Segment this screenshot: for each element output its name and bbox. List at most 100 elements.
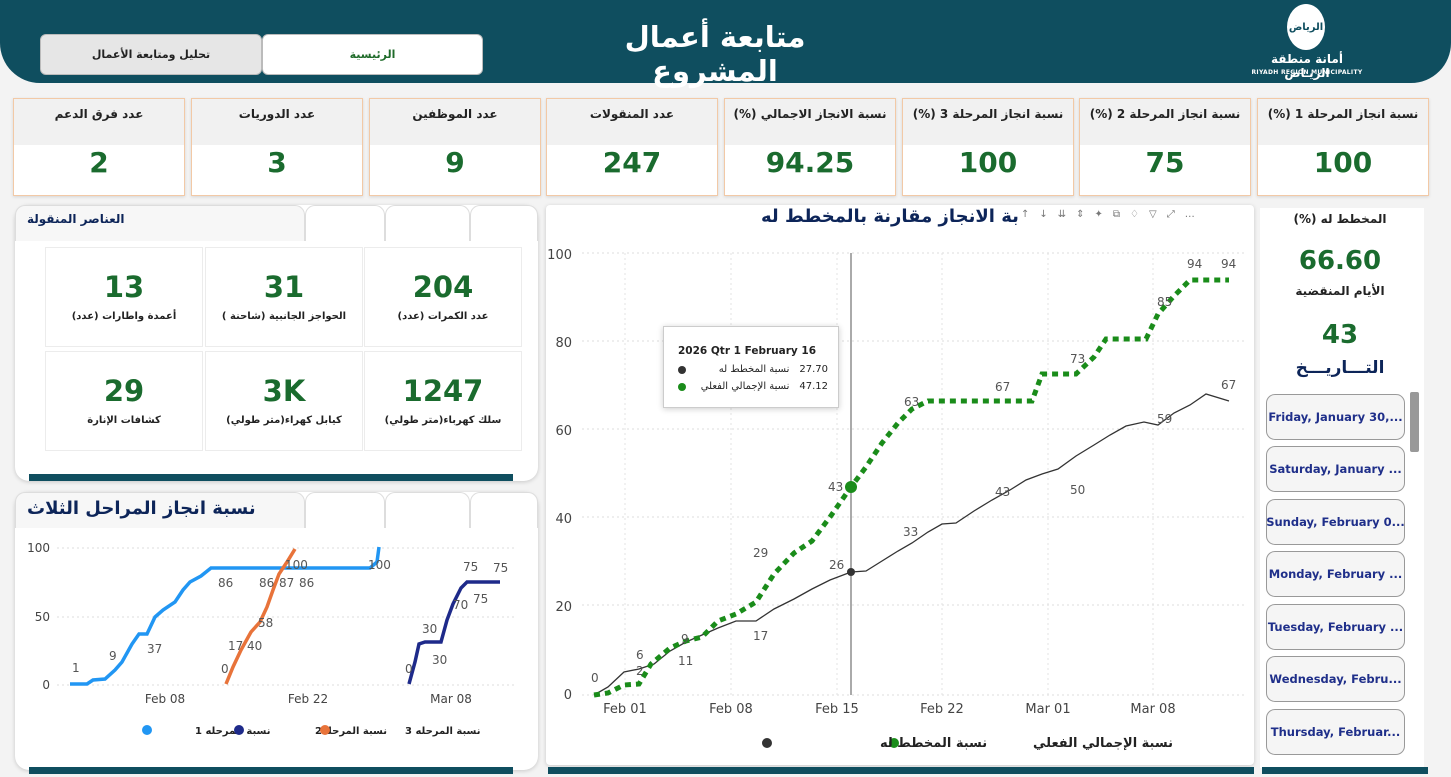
- phase-label: 86: [259, 576, 274, 590]
- phase-label: 86: [218, 576, 233, 590]
- legend-phase2: نسبة المرحله2: [315, 726, 387, 737]
- kpi-value: 3: [267, 146, 287, 179]
- municipality-logo: الرياض أمانة منطقة الريـاض RIYADH REGION…: [1248, 2, 1366, 80]
- visual-toolbar-icons[interactable]: ↑↓⇊⇕✦⧉♢▽⤢…: [1021, 209, 1205, 220]
- item-cell-poles: 13 أعمدة واطارات (عدد): [45, 247, 203, 347]
- tab-blank-3[interactable]: [470, 492, 538, 528]
- item-cell-beams: 204 عدد الكمرات (عدد): [364, 247, 522, 347]
- actual-label: 94: [1187, 257, 1202, 271]
- tab-blank-1[interactable]: [305, 205, 385, 241]
- chart-tooltip: 2026 Qtr 1 February 16 نسبة المخطط له 27…: [663, 326, 839, 408]
- elapsed-days-label: الأيام المنقضية: [1295, 284, 1385, 298]
- kpi-label: عدد الموظفين: [370, 99, 540, 145]
- phases-chart: 100 50 0 Feb 08 Feb 22 Mar 08 1 9 37 86 …: [27, 541, 515, 737]
- item-label: أعمدة واطارات (عدد): [71, 311, 177, 322]
- item-cell-barriers: 31 الحواجز الجانبية (شاحنة ): [205, 247, 363, 347]
- date-slicer-scrollbar[interactable]: [1410, 392, 1419, 452]
- x-tick: Feb 08: [145, 692, 185, 706]
- main-chart: 100 80 60 40 20 0 Feb 01 Feb 08 Feb 15 F…: [547, 248, 1246, 751]
- kpi-label: عدد فرق الدعم: [14, 99, 184, 145]
- y-tick: 0: [564, 688, 572, 703]
- tab-blank-3[interactable]: [470, 205, 538, 241]
- legend-dot: [762, 738, 772, 748]
- date-slicer-item[interactable]: Saturday, January ...: [1266, 446, 1405, 492]
- phase-label: 86: [299, 576, 314, 590]
- phases-panel: نسبة انجاز المراحل الثلاث 100 50 0 Feb 0…: [15, 492, 538, 770]
- planned-label: 43: [995, 485, 1010, 499]
- item-value: 204: [412, 270, 474, 304]
- tab-items[interactable]: [15, 205, 305, 241]
- y-tick: 50: [35, 610, 50, 624]
- tab-blank-1[interactable]: [305, 492, 385, 528]
- x-tick: Feb 22: [288, 692, 328, 706]
- kpi-card-phase1: نسبة انجاز المرحلة 1 (%) 100: [1257, 98, 1429, 196]
- kpi-value: 247: [602, 146, 662, 179]
- kpi-label: نسبة انجاز المرحلة 1 (%): [1258, 99, 1428, 145]
- tab-phases[interactable]: [15, 492, 305, 528]
- planned-label: 11: [678, 654, 693, 668]
- phase-label: 37: [147, 642, 162, 656]
- main-chart-footer: [548, 767, 1254, 774]
- planned-pct-value: 66.60: [1298, 246, 1382, 276]
- item-label: كشافات الإنارة: [87, 415, 161, 426]
- planned-label: 33: [903, 525, 918, 539]
- tab-blank-2[interactable]: [385, 205, 470, 241]
- tooltip-header: 2026 Qtr 1 February 16: [678, 345, 817, 357]
- kpi-card-movables: عدد المنقولات 247: [546, 98, 718, 196]
- x-tick: Mar 08: [430, 692, 472, 706]
- actual-label: 6: [636, 648, 644, 662]
- legend-phase1: نسبة المرحله 1: [195, 726, 270, 737]
- x-tick: Feb 01: [603, 702, 647, 717]
- legend-planned: نسبة المخطط له: [880, 736, 987, 751]
- right-panel-footer: [1262, 767, 1428, 774]
- planned-pct-label: المخطط له (%): [1293, 212, 1387, 226]
- phase-label: 17: [228, 639, 243, 653]
- planned-label: 2: [636, 664, 644, 678]
- kpi-value: 94.25: [765, 146, 855, 179]
- logo-english-text: RIYADH REGION MUNICIPALITY: [1251, 69, 1363, 76]
- actual-label: 9: [681, 632, 689, 646]
- phase-label: 100: [285, 558, 308, 572]
- phase-label: 30: [432, 653, 447, 667]
- planned-label: 59: [1157, 412, 1172, 426]
- tab-blank-2[interactable]: [385, 492, 470, 528]
- date-slicer-item[interactable]: Monday, February ...: [1266, 551, 1405, 597]
- date-slicer-item[interactable]: Thursday, Februar...: [1266, 709, 1405, 755]
- nav-analysis-button[interactable]: تحليل ومتابعة الأعمال: [40, 34, 262, 75]
- phase-label: 58: [258, 616, 273, 630]
- x-tick: Feb 08: [709, 702, 753, 717]
- planned-hover-dot: [847, 568, 855, 576]
- tooltip-value: 27.70: [799, 364, 828, 375]
- kpi-card-phase3: نسبة انجاز المرحلة 3 (%) 100: [902, 98, 1074, 196]
- kpi-label: نسبة انجاز المرحلة 2 (%): [1080, 99, 1250, 145]
- phase-label: 30: [422, 622, 437, 636]
- item-value: 13: [103, 270, 145, 304]
- date-slicer-item[interactable]: Sunday, February 0...: [1266, 499, 1405, 545]
- item-label: كيابل كهراء(متر طولي): [226, 415, 342, 426]
- phase-label: 9: [109, 649, 117, 663]
- date-slicer-item[interactable]: Friday, January 30,...: [1266, 394, 1405, 440]
- item-cell-cables: 3K كيابل كهراء(متر طولي): [205, 351, 363, 451]
- phase3-line: [224, 548, 297, 685]
- items-panel: العناصر المنقولة 204 عدد الكمرات (عدد) 31…: [15, 205, 538, 481]
- right-panel: المخطط له (%) 66.60 الأيام المنقضية 43 ا…: [1260, 208, 1424, 768]
- main-chart-panel: بة الانجاز مقارنة بالمخطط له ↑↓⇊⇕✦⧉♢▽⤢… …: [546, 205, 1254, 765]
- main-gridlines: [582, 252, 1246, 696]
- item-value: 31: [263, 270, 305, 304]
- planned-label: 17: [753, 629, 768, 643]
- kpi-label: عدد الدوريات: [192, 99, 362, 145]
- date-slicer-item[interactable]: Wednesday, Febru...: [1266, 656, 1405, 702]
- actual-label: 29: [753, 546, 768, 560]
- item-cell-wire: 1247 سلك كهرباء(متر طولي): [364, 351, 522, 451]
- date-slicer-item[interactable]: Tuesday, February ...: [1266, 604, 1405, 650]
- actual-line: [593, 277, 1229, 698]
- x-tick: Feb 22: [920, 702, 964, 717]
- actual-label: 94: [1221, 257, 1236, 271]
- y-tick: 40: [555, 512, 572, 527]
- legend-actual: نسبة الإجمالي الفعلي: [1033, 736, 1173, 751]
- item-value: 29: [103, 374, 145, 408]
- nav-main-button[interactable]: الرئيسية: [262, 34, 483, 75]
- phase-label: 75: [473, 592, 488, 606]
- tooltip-name: نسبة الإجمالي الفعلي: [700, 381, 790, 392]
- planned-label: 50: [1070, 483, 1085, 497]
